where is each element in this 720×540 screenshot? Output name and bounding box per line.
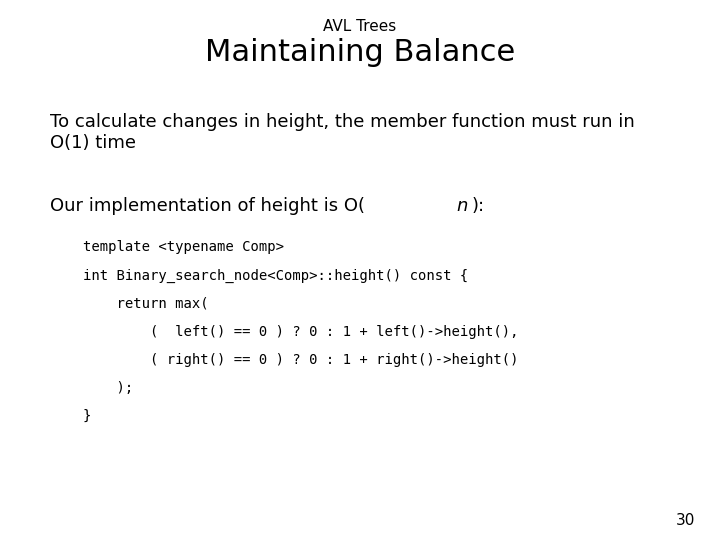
Text: return max(: return max( [83, 296, 208, 310]
Text: );: ); [83, 381, 133, 395]
Text: To calculate changes in height, the member function must run in: To calculate changes in height, the memb… [50, 113, 635, 131]
Text: Maintaining Balance: Maintaining Balance [205, 38, 515, 67]
Text: ):: ): [472, 197, 485, 215]
Text: template <typename Comp>: template <typename Comp> [83, 240, 284, 254]
Text: int Binary_search_node<Comp>::height() const {: int Binary_search_node<Comp>::height() c… [83, 268, 468, 282]
Text: }: } [83, 409, 91, 423]
Text: ( right() == 0 ) ? 0 : 1 + right()->height(): ( right() == 0 ) ? 0 : 1 + right()->heig… [83, 353, 518, 367]
Text: Our implementation of height is O(: Our implementation of height is O( [50, 197, 365, 215]
Text: AVL Trees: AVL Trees [323, 19, 397, 34]
Text: O(1) time: O(1) time [50, 134, 136, 152]
Text: n: n [457, 197, 468, 215]
Text: (  left() == 0 ) ? 0 : 1 + left()->height(),: ( left() == 0 ) ? 0 : 1 + left()->height… [83, 325, 518, 339]
Text: 30: 30 [675, 513, 695, 528]
